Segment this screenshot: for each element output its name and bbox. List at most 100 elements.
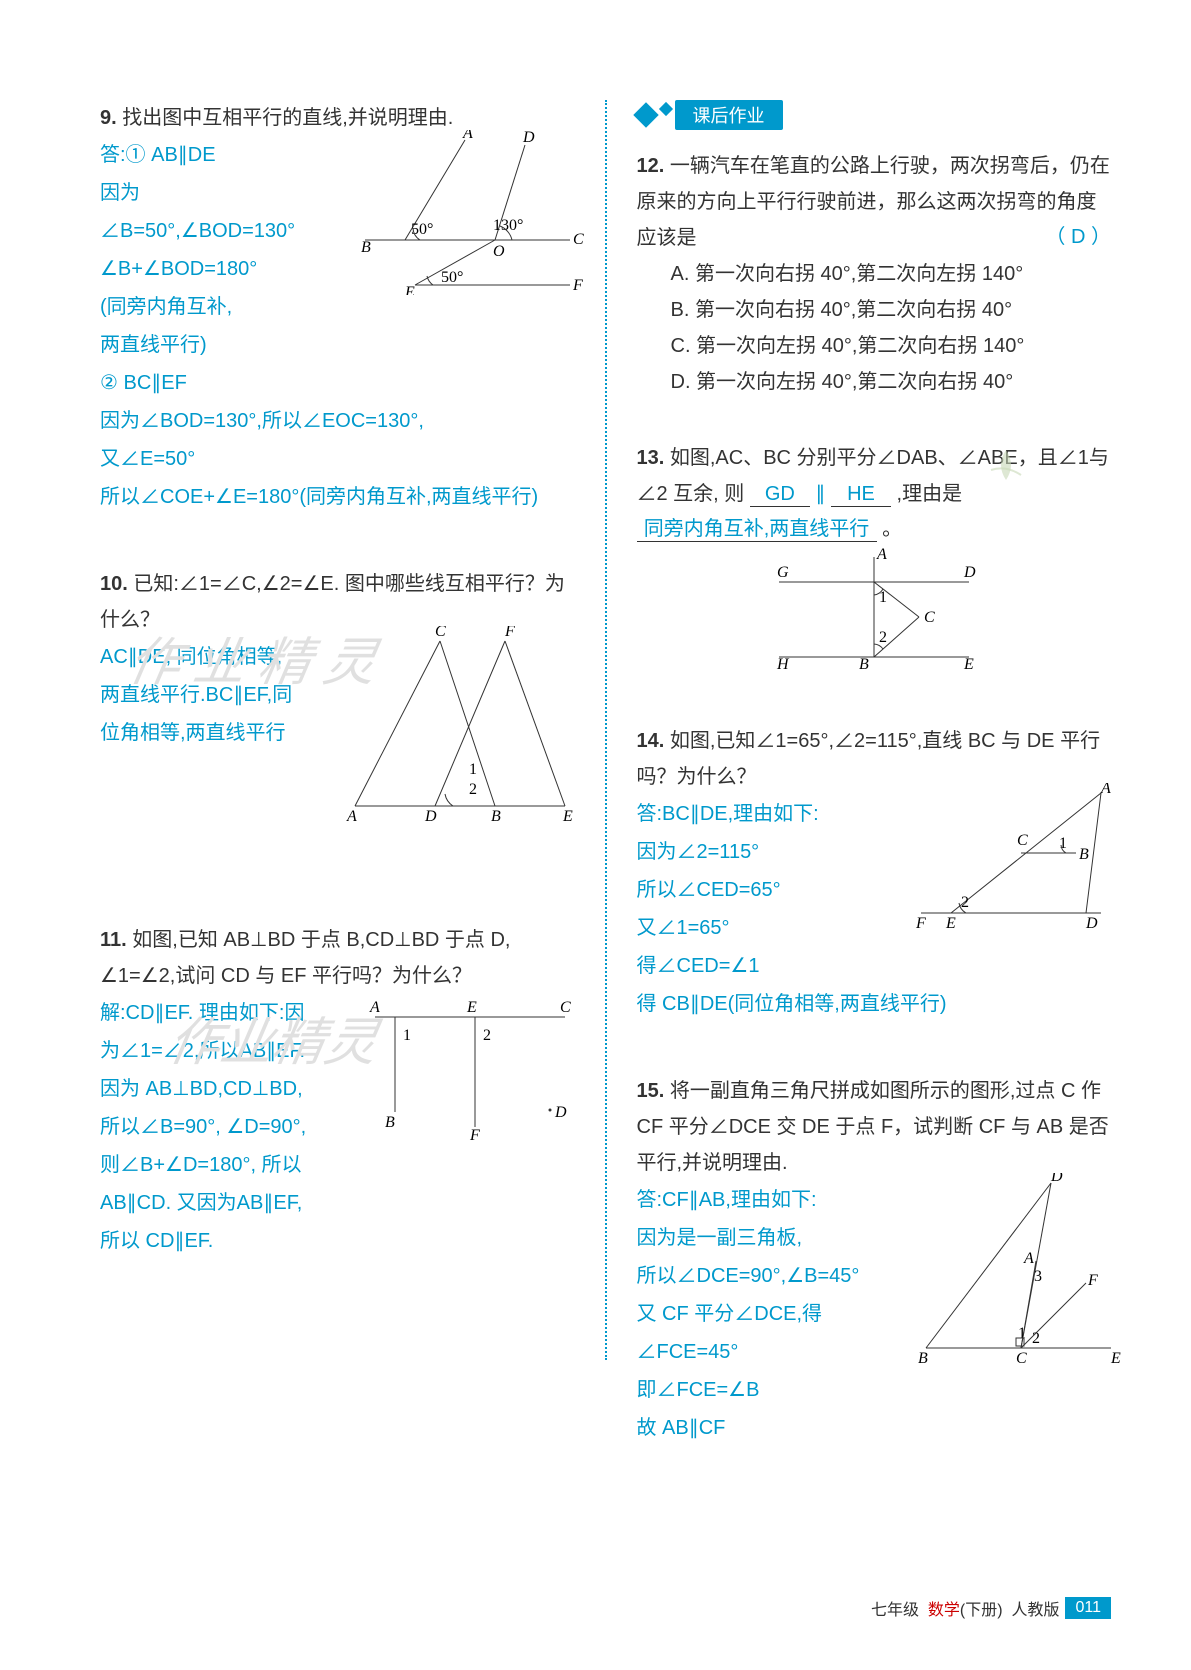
svg-text:A: A bbox=[462, 130, 473, 142]
problem-11: 11. 如图,已知 AB⊥BD 于点 B,CD⊥BD 于点 D, ∠1=∠2,试… bbox=[100, 922, 575, 1260]
svg-text:D: D bbox=[963, 564, 976, 581]
svg-text:1: 1 bbox=[1018, 1325, 1026, 1342]
q12-text: 一辆汽车在笔直的公路上行驶，两次拐弯后，仍在原来的方向上平行行驶前进，那么这两次… bbox=[637, 155, 1110, 249]
diamond-small-icon bbox=[658, 102, 672, 116]
svg-text:E: E bbox=[1110, 1350, 1121, 1367]
q13-period: 。 bbox=[882, 518, 902, 540]
svg-text:D: D bbox=[1050, 1173, 1063, 1185]
svg-text:B: B bbox=[918, 1350, 928, 1367]
q14-ans-6: 得 CB∥DE(同位角相等,两直线平行) bbox=[637, 985, 1112, 1023]
q11-num: 11. bbox=[100, 929, 127, 951]
q13-text-post: ,理由是 bbox=[897, 483, 963, 505]
q14-diagram: A C B F E D 1 2 bbox=[911, 783, 1111, 964]
svg-text:A: A bbox=[876, 547, 887, 563]
q12-choice-a: A. 第一次向右拐 40°,第二次向左拐 140° bbox=[671, 256, 1112, 292]
q9-ans-6: ② BC∥EF bbox=[100, 364, 575, 402]
q13-diagram: A G D C H B E 1 2 bbox=[759, 547, 989, 677]
svg-text:D: D bbox=[424, 808, 437, 825]
q13-blank-3: 同旁内角互补,两直线平行 bbox=[637, 512, 877, 542]
q15-text: 将一副直角三角尺拼成如图所示的图形,过点 C 作 CF 平分∠DCE 交 DE … bbox=[637, 1080, 1109, 1174]
q15-ans-3: 所以∠DCE=90°,∠B=45° bbox=[637, 1257, 917, 1295]
q13-mid: ∥ bbox=[815, 483, 825, 505]
problem-13: 13. 如图,AC、BC 分别平分∠DAB、∠ABE，且∠1与∠2 互余, 则 … bbox=[637, 440, 1112, 683]
svg-text:F: F bbox=[572, 277, 583, 294]
content-columns: 9. 找出图中互相平行的直线,并说明理由. A D B C E F bbox=[100, 100, 1111, 1360]
svg-text:E: E bbox=[404, 284, 415, 295]
svg-text:1: 1 bbox=[1059, 835, 1067, 852]
q12-choice-c: C. 第一次向左拐 40°,第二次向右拐 140° bbox=[671, 328, 1112, 364]
q9-ans-5: 两直线平行) bbox=[100, 326, 330, 364]
q13-blank-2: HE bbox=[831, 483, 891, 507]
svg-text:E: E bbox=[466, 999, 477, 1016]
q12-num: 12. bbox=[637, 155, 665, 177]
svg-text:C: C bbox=[573, 231, 584, 248]
q13-num: 13. bbox=[637, 447, 665, 469]
footer-subject: 数学 bbox=[928, 1596, 960, 1620]
q9-ans-3: ∠B+∠BOD=180° bbox=[100, 250, 330, 288]
header-title: 课后作业 bbox=[675, 100, 783, 130]
svg-text:50°: 50° bbox=[411, 221, 433, 238]
svg-text:B: B bbox=[361, 239, 371, 256]
svg-text:A: A bbox=[369, 999, 380, 1016]
q12-answer: （ D ） bbox=[1045, 220, 1111, 249]
section-header: 课后作业 bbox=[637, 100, 1112, 130]
q15-ans-2: 因为是一副三角板, bbox=[637, 1219, 917, 1257]
svg-text:2: 2 bbox=[483, 1027, 491, 1044]
q11-diagram: A E C B F D 1 2 bbox=[355, 992, 575, 1148]
q15-ans-4: 又 CF 平分∠DCE,得∠FCE=45° bbox=[637, 1295, 917, 1371]
svg-text:1: 1 bbox=[879, 589, 887, 606]
q9-ans-9: 所以∠COE+∠E=180°(同旁内角互补,两直线平行) bbox=[100, 478, 575, 516]
svg-text:D: D bbox=[554, 1104, 567, 1121]
q10-diagram: C F A D B E 1 2 bbox=[345, 626, 575, 832]
q11-ans-5: 则∠B+∠D=180°, 所以 bbox=[100, 1146, 350, 1184]
q9-ans-2: 因为∠B=50°,∠BOD=130° bbox=[100, 174, 330, 250]
q14-num: 14. bbox=[637, 730, 665, 752]
q11-ans-4: 所以∠B=90°, ∠D=90°, bbox=[100, 1108, 350, 1146]
svg-text:2: 2 bbox=[879, 629, 887, 646]
svg-text:C: C bbox=[435, 626, 446, 640]
svg-text:50°: 50° bbox=[441, 269, 463, 286]
svg-text:E: E bbox=[963, 656, 974, 673]
svg-text:F: F bbox=[1087, 1272, 1098, 1289]
svg-text:2: 2 bbox=[1032, 1330, 1040, 1347]
q15-num: 15. bbox=[637, 1080, 665, 1102]
svg-text:B: B bbox=[859, 656, 869, 673]
svg-text:H: H bbox=[776, 656, 790, 673]
problem-10: 10. 已知:∠1=∠C,∠2=∠E. 图中哪些线互相平行？为什么？ C F A… bbox=[100, 566, 575, 852]
footer-grade: 七年级 bbox=[871, 1596, 919, 1620]
svg-text:G: G bbox=[777, 564, 789, 581]
svg-text:1: 1 bbox=[403, 1027, 411, 1044]
problem-9: 9. 找出图中互相平行的直线,并说明理由. A D B C E F bbox=[100, 100, 575, 516]
svg-text:2: 2 bbox=[961, 894, 969, 911]
q9-ans-4: (同旁内角互补, bbox=[100, 288, 330, 326]
q9-num: 9. bbox=[100, 107, 117, 129]
q15-ans-5: 即∠FCE=∠B bbox=[637, 1371, 917, 1409]
q11-ans-1: 解:CD∥EF. 理由如下:因 bbox=[100, 994, 350, 1032]
leaf-icon bbox=[981, 445, 1031, 495]
q9-ans-7: 因为∠BOD=130°,所以∠EOC=130°, bbox=[100, 402, 575, 440]
svg-text:F: F bbox=[469, 1127, 480, 1142]
svg-text:2: 2 bbox=[469, 781, 477, 798]
svg-text:B: B bbox=[1079, 846, 1089, 863]
svg-text:D: D bbox=[1085, 915, 1098, 932]
q14-text: 如图,已知∠1=65°,∠2=115°,直线 BC 与 DE 平行吗？为什么？ bbox=[637, 730, 1101, 788]
q10-ans-2: 两直线平行.BC∥EF,同 bbox=[100, 676, 330, 714]
q14-ans-1: 答:BC∥DE,理由如下: bbox=[637, 795, 897, 833]
right-column: 课后作业 12. 一辆汽车在笔直的公路上行驶，两次拐弯后，仍在原来的方向上平行行… bbox=[637, 100, 1112, 1360]
footer-book: (下册) bbox=[960, 1596, 1003, 1620]
svg-text:C: C bbox=[1017, 832, 1028, 849]
svg-text:A: A bbox=[1023, 1250, 1034, 1267]
q14-ans-2: 因为∠2=115° bbox=[637, 833, 897, 871]
q11-ans-7: 所以 CD∥EF. bbox=[100, 1222, 350, 1260]
svg-text:B: B bbox=[491, 808, 501, 825]
q13-blank-1: GD bbox=[750, 483, 810, 507]
svg-text:A: A bbox=[346, 808, 357, 825]
q11-text: 如图,已知 AB⊥BD 于点 B,CD⊥BD 于点 D, ∠1=∠2,试问 CD… bbox=[100, 929, 510, 987]
svg-text:D: D bbox=[522, 130, 535, 146]
page-footer: 七年级 数学 (下册) 人教版 011 bbox=[871, 1596, 1111, 1620]
q12-answer-letter: D bbox=[1071, 226, 1085, 248]
q9-diagram: A D B C E F O 50° 130° 50° bbox=[345, 130, 585, 301]
problem-15: 15. 将一副直角三角尺拼成如图所示的图形,过点 C 作 CF 平分∠DCE 交… bbox=[637, 1073, 1112, 1447]
svg-text:1: 1 bbox=[469, 761, 477, 778]
svg-text:B: B bbox=[385, 1114, 395, 1131]
